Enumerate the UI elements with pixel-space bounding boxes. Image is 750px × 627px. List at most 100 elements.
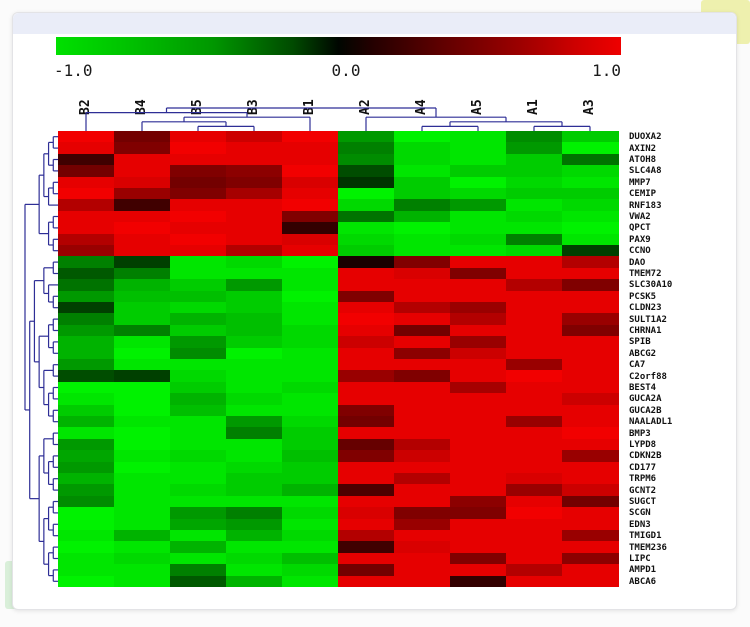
heatmap-cell	[282, 256, 339, 269]
heatmap-cell	[58, 142, 115, 155]
heatmap-cell	[506, 336, 563, 349]
heatmap-cell	[394, 541, 451, 554]
heatmap-cell	[114, 279, 171, 292]
heatmap-cell	[394, 302, 451, 314]
heatmap-cell	[226, 427, 283, 440]
heatmap-cell	[394, 381, 451, 394]
gene-label: SPIB	[629, 337, 651, 348]
heatmap-cell	[58, 324, 115, 337]
gene-label: RNF183	[629, 200, 662, 211]
heatmap-cell	[450, 438, 507, 451]
heatmap-cell	[338, 176, 395, 189]
heatmap-cell	[114, 359, 171, 371]
column-label-a2: A2	[358, 99, 373, 115]
heatmap-cell	[170, 256, 227, 269]
heatmap-cell	[58, 507, 115, 520]
heatmap-cell	[450, 233, 507, 246]
heatmap-cell	[338, 188, 395, 200]
heatmap-cell	[226, 210, 283, 223]
gene-label: PCSK5	[629, 291, 657, 302]
heatmap-cell	[226, 176, 283, 189]
heatmap-cell	[338, 404, 395, 417]
heatmap-cell	[394, 359, 451, 371]
heatmap-cell	[562, 564, 619, 577]
gene-label: BMP3	[629, 428, 651, 439]
heatmap-cell	[450, 256, 507, 269]
heatmap-cell	[114, 336, 171, 349]
column-label-b4: B4	[134, 99, 149, 115]
heatmap-cell	[170, 370, 227, 383]
heatmap-cell	[506, 245, 563, 257]
heatmap-cell	[338, 279, 395, 292]
heatmap-cell	[338, 210, 395, 223]
heatmap-cell	[58, 530, 115, 542]
heatmap-cell	[562, 404, 619, 417]
heatmap-cell	[506, 324, 563, 337]
heatmap-cell	[394, 484, 451, 497]
heatmap-cell	[58, 381, 115, 394]
heatmap-cell	[114, 404, 171, 417]
heatmap-cell	[114, 210, 171, 223]
column-label-b2: B2	[78, 99, 93, 115]
heatmap-cell	[506, 290, 563, 303]
column-label-b5: B5	[190, 99, 205, 115]
heatmap-cell	[226, 199, 283, 212]
heatmap-cell	[114, 541, 171, 554]
heatmap-cell	[58, 210, 115, 223]
heatmap-cell	[394, 495, 451, 508]
heatmap-cell	[114, 313, 171, 326]
gene-label: CHRNA1	[629, 326, 662, 336]
heatmap-cell	[282, 245, 339, 257]
heatmap-cell	[114, 495, 171, 508]
heatmap-cell	[562, 427, 619, 440]
gene-label: SLC4A8	[629, 166, 662, 177]
gene-label: GUCA2B	[629, 405, 662, 416]
heatmap-cell	[562, 381, 619, 394]
heatmap-cell	[226, 153, 283, 166]
heatmap-cell	[170, 313, 227, 326]
heatmap-cell	[226, 507, 283, 520]
heatmap-cell	[170, 552, 227, 565]
heatmap-cell	[450, 290, 507, 303]
heatmap-cell	[114, 552, 171, 565]
heatmap-cell	[282, 267, 339, 280]
heatmap-cell	[394, 507, 451, 520]
heatmap-cell	[58, 473, 115, 485]
heatmap-cell	[58, 256, 115, 269]
heatmap-cell	[226, 541, 283, 554]
heatmap-cell	[506, 359, 563, 371]
gene-label: SUGCT	[629, 497, 657, 507]
heatmap-cell	[338, 393, 395, 406]
gene-label: CA7	[629, 360, 646, 371]
heatmap-cell	[282, 541, 339, 554]
heatmap-cell	[450, 495, 507, 508]
heatmap-cell	[562, 176, 619, 189]
heatmap-cell	[114, 324, 171, 337]
heatmap-cell	[506, 575, 563, 588]
heatmap-cell	[282, 404, 339, 417]
heatmap-cell	[58, 153, 115, 166]
heatmap-cell	[114, 233, 171, 246]
heatmap-cell	[226, 484, 283, 497]
heatmap-cell	[226, 575, 283, 588]
heatmap-cell	[562, 199, 619, 212]
card-header-strip	[13, 13, 736, 34]
heatmap-cell	[282, 461, 339, 474]
gene-label: DAO	[629, 257, 646, 268]
heatmap-cell	[450, 518, 507, 531]
heatmap-cell	[562, 484, 619, 497]
heatmap-cell	[338, 233, 395, 246]
heatmap-cell	[282, 188, 339, 200]
column-label-a4: A4	[414, 99, 429, 115]
heatmap-cell	[450, 188, 507, 200]
heatmap-cell	[338, 461, 395, 474]
heatmap-cell	[170, 302, 227, 314]
colorbar-tick-max: 1.0	[592, 61, 621, 80]
heatmap-cell	[394, 518, 451, 531]
heatmap-cell	[338, 473, 395, 485]
heatmap-cell	[282, 393, 339, 406]
heatmap-cell	[170, 290, 227, 303]
heatmap-cell	[114, 267, 171, 280]
heatmap-cell	[562, 450, 619, 463]
heatmap-cell	[506, 530, 563, 542]
